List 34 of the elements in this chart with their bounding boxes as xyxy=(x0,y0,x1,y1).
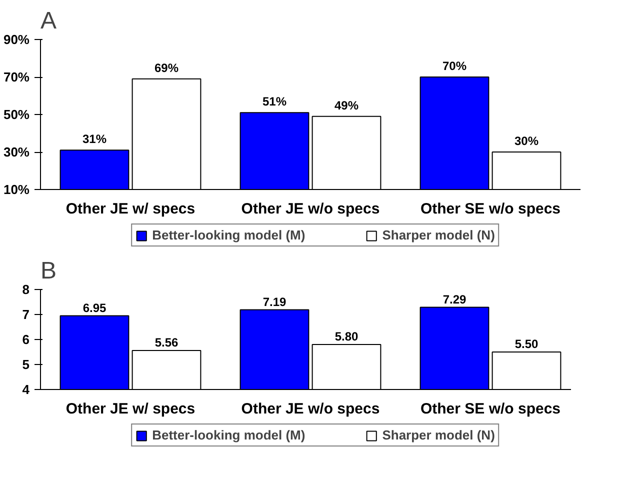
x-tick-label: Other JE w/o specs xyxy=(241,200,380,218)
x-tick-label: Other JE w/ specs xyxy=(66,400,196,418)
y-tick-label: 50% xyxy=(3,107,30,122)
y-tick-label: 5 xyxy=(22,357,30,372)
data-label: 69% xyxy=(154,60,179,75)
legend-label: Better-looking model (M) xyxy=(152,428,306,442)
data-label: 5.56 xyxy=(154,336,179,350)
legend-label: Better-looking model (M) xyxy=(152,228,306,242)
data-label: 7.29 xyxy=(442,292,467,306)
x-tick-label: Other SE w/o specs xyxy=(420,200,561,218)
x-tick-label: Other SE w/o specs xyxy=(420,400,561,418)
y-tick-label: 70% xyxy=(3,70,30,84)
y-tick-label: 10% xyxy=(3,182,30,197)
chart-title: A xyxy=(40,8,57,34)
y-tick-label: 90% xyxy=(3,32,30,47)
y-tick-label: 7 xyxy=(22,307,30,322)
data-label: 51% xyxy=(262,94,287,109)
legend-label: Sharper model (N) xyxy=(382,228,495,242)
data-label: 5.80 xyxy=(334,330,359,344)
data-label: 30% xyxy=(514,134,539,148)
chart-title: B xyxy=(40,258,57,284)
x-tick-label: Other JE w/ specs xyxy=(66,200,196,218)
x-tick-label: Other JE w/o specs xyxy=(241,400,380,418)
y-tick-label: 30% xyxy=(3,144,30,160)
y-tick-label: 8 xyxy=(22,282,30,297)
data-label: 31% xyxy=(82,132,107,146)
y-tick-label: 6 xyxy=(22,332,30,347)
data-label: 49% xyxy=(334,98,359,112)
data-label: 5.50 xyxy=(514,337,539,351)
legend-label: Sharper model (N) xyxy=(382,428,495,442)
data-label: 7.19 xyxy=(262,294,287,309)
y-tick-label: 4 xyxy=(22,382,30,397)
data-label: 70% xyxy=(442,59,467,73)
data-label: 6.95 xyxy=(82,300,107,315)
